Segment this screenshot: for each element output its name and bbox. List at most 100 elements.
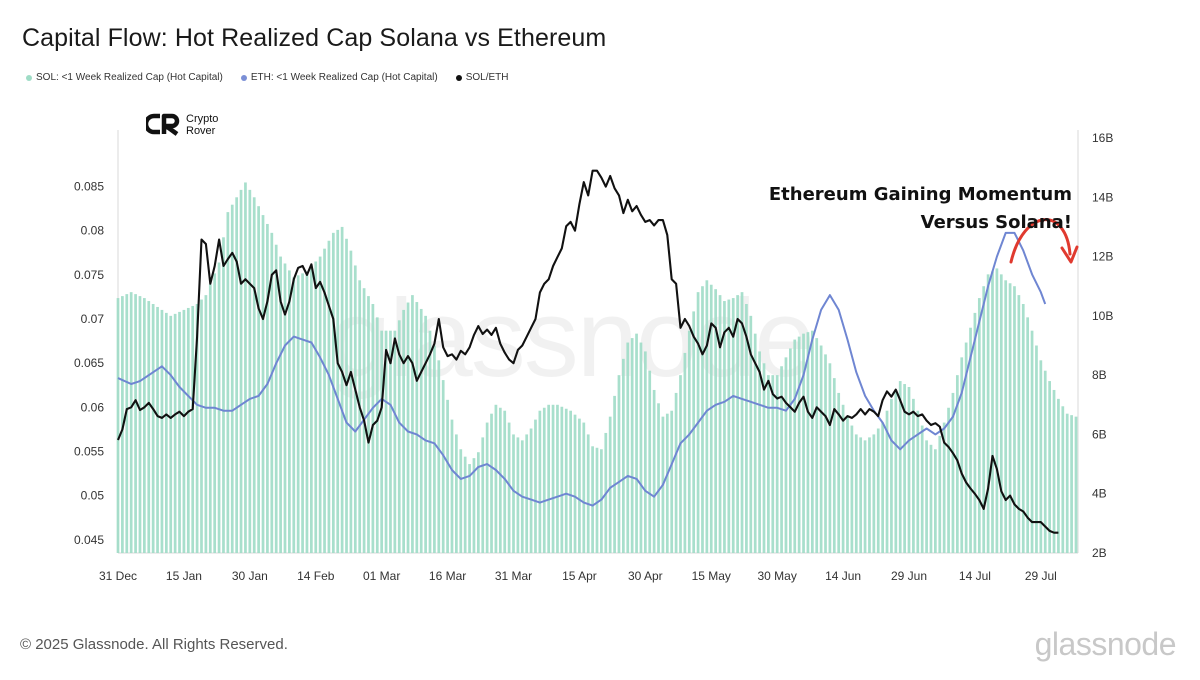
sol-bar xyxy=(876,428,880,553)
x-tick-label: 30 Apr xyxy=(628,569,663,583)
sol-bar xyxy=(490,413,493,553)
sol-bar xyxy=(1065,413,1069,553)
sol-bar xyxy=(116,298,120,553)
left-tick-label: 0.055 xyxy=(74,444,104,458)
sol-bar xyxy=(1043,370,1047,553)
sol-bar xyxy=(771,375,775,553)
x-tick-label: 29 Jul xyxy=(1025,569,1057,583)
sol-bar xyxy=(1070,415,1073,553)
legend-swatch-ratio xyxy=(455,74,462,81)
sol-bar xyxy=(270,232,274,554)
sol-bar xyxy=(1039,360,1043,553)
sol-bar xyxy=(252,197,256,554)
sol-bar xyxy=(758,351,761,553)
sol-bar xyxy=(626,342,630,553)
legend-item-eth[interactable]: ETH: <1 Week Realized Cap (Hot Capital) xyxy=(240,72,438,83)
legend-item-sol[interactable]: SOL: <1 Week Realized Cap (Hot Capital) xyxy=(26,72,223,83)
sol-bar xyxy=(736,295,739,553)
sol-bar xyxy=(305,271,309,553)
sol-bar xyxy=(195,304,199,553)
legend: SOL: <1 Week Realized Cap (Hot Capital) … xyxy=(26,72,509,83)
sol-bar xyxy=(164,312,168,553)
sol-bar xyxy=(450,419,454,553)
x-tick-label: 29 Jun xyxy=(891,569,927,583)
sol-bar xyxy=(406,302,410,553)
sol-bar xyxy=(1013,286,1016,553)
sol-bar xyxy=(727,299,731,553)
sol-bar xyxy=(169,315,173,553)
sol-bar xyxy=(920,425,924,553)
right-tick-label: 12B xyxy=(1092,250,1113,264)
sol-bar xyxy=(960,357,964,553)
sol-bar xyxy=(257,206,260,553)
crypto-rover-logo-icon xyxy=(146,113,180,136)
left-tick-label: 0.08 xyxy=(81,224,105,238)
sol-bar xyxy=(459,449,463,553)
sol-eth-line xyxy=(117,169,1059,534)
sol-bar xyxy=(353,265,357,553)
sol-bar xyxy=(775,375,779,553)
sol-bar xyxy=(1057,398,1060,553)
sol-bar xyxy=(674,392,678,553)
legend-label-sol: SOL: <1 Week Realized Cap (Hot Capital) xyxy=(36,72,223,83)
right-tick-label: 8B xyxy=(1092,368,1107,382)
sol-bar xyxy=(687,330,691,553)
sol-bar xyxy=(903,384,906,553)
sol-bar xyxy=(617,375,621,553)
sol-bar xyxy=(516,437,520,553)
sol-bar xyxy=(310,266,313,553)
sol-bar xyxy=(806,332,810,553)
sol-bar xyxy=(441,380,445,553)
sol-bar xyxy=(964,342,968,553)
sol-bar xyxy=(134,294,137,553)
sol-bar xyxy=(885,410,889,553)
x-tick-label: 16 Mar xyxy=(429,569,466,583)
sol-bar xyxy=(125,294,129,553)
sol-bar xyxy=(819,345,823,553)
sol-bar xyxy=(969,327,972,553)
sol-bar xyxy=(1017,295,1021,553)
sol-bar xyxy=(1048,381,1051,553)
sol-bar xyxy=(679,375,682,553)
sol-bar xyxy=(292,277,296,553)
legend-swatch-eth xyxy=(240,74,247,81)
legend-item-ratio[interactable]: SOL/ETH xyxy=(455,72,509,83)
sol-bar xyxy=(178,311,181,553)
sol-bar xyxy=(222,237,225,554)
sol-bar xyxy=(314,261,318,553)
sol-bar xyxy=(846,416,849,553)
sol-bar xyxy=(402,309,405,553)
sol-bar xyxy=(591,446,594,553)
sol-bar xyxy=(995,268,999,553)
left-tick-label: 0.045 xyxy=(74,533,104,547)
sol-bar xyxy=(841,404,845,553)
sol-bar xyxy=(784,357,788,553)
sol-bar xyxy=(296,275,300,553)
sol-bar xyxy=(780,366,783,553)
sol-bar xyxy=(349,250,353,553)
sol-bar xyxy=(643,351,647,553)
sol-bar xyxy=(749,315,753,553)
sol-bar xyxy=(1074,416,1078,553)
right-tick-label: 14B xyxy=(1092,190,1113,204)
right-tick-label: 4B xyxy=(1092,487,1107,501)
sol-bar xyxy=(639,342,643,553)
left-tick-label: 0.05 xyxy=(81,489,105,503)
sol-bar xyxy=(463,456,467,553)
sol-bar xyxy=(1030,330,1034,553)
x-tick-label: 14 Jul xyxy=(959,569,991,583)
sol-bar xyxy=(384,330,388,553)
sol-bar xyxy=(200,299,203,553)
sol-bar xyxy=(340,226,344,553)
red-arrow-curve xyxy=(1009,218,1072,264)
sol-bar xyxy=(560,406,564,553)
sol-bar xyxy=(582,422,586,553)
sol-bar xyxy=(815,338,819,553)
sol-bar xyxy=(1026,317,1030,553)
sol-bar xyxy=(872,434,876,553)
sol-bar xyxy=(538,410,542,553)
sol-bar xyxy=(345,238,348,554)
sol-bar xyxy=(433,345,436,553)
sol-bar xyxy=(714,289,718,553)
sol-bar xyxy=(143,298,146,553)
